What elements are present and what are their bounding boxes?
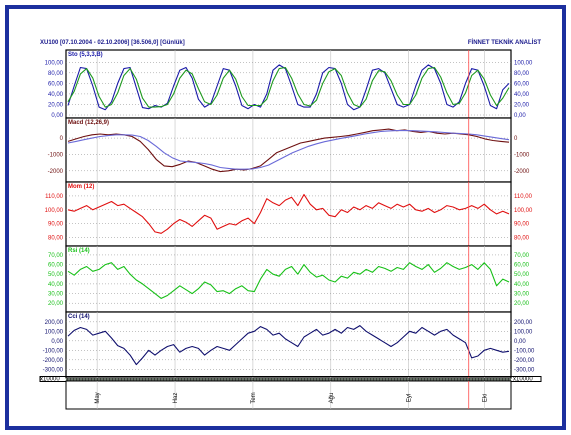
cci-panel: -300,00 -300,00 -200,00 -200,00 -100,00 -100,… xyxy=(43,311,535,379)
macd-panel: 0 0 -1000 -1000 -2000 -2000 Macd (12,26,9) xyxy=(48,117,530,183)
rsi-tick-label-left: 30,00 xyxy=(48,292,64,298)
rsi-panel-title: Rsi (14) xyxy=(68,248,90,254)
rsi-series-rsi xyxy=(67,262,510,299)
cci-tick-label-left: -100,00 xyxy=(43,348,64,354)
cci-tick-label-left: 100,00 xyxy=(45,329,64,335)
rsi-tick-label-right: 60,00 xyxy=(514,263,530,269)
x-month-label: Ağu xyxy=(329,393,335,404)
macd-tick-label-left: -1000 xyxy=(48,152,64,158)
rsi-tick-label-right: 40,00 xyxy=(514,282,530,288)
x-month-label: Eyl xyxy=(407,394,413,402)
mom-tick-label-right: 100,00 xyxy=(514,208,533,214)
cci-panel-title: Cci (14) xyxy=(68,314,90,320)
sto-panel-title: Sto (5,3,3,B) xyxy=(68,52,103,58)
macd-tick-label-left: 0 xyxy=(60,136,64,142)
cci-tick-label-left: -300,00 xyxy=(43,367,64,373)
x-month-label: Eki xyxy=(482,394,488,402)
mom-tick-label-left: 80,00 xyxy=(48,235,64,241)
rsi-tick-label-left: 20,00 xyxy=(48,301,64,307)
x-month-label: Haz xyxy=(173,393,179,404)
cci-tick-label-right: 0,00 xyxy=(514,339,526,345)
mom-panel: 80,00 80,00 90,00 90,00 100,00 100,00 110,00 11… xyxy=(45,181,533,247)
cci-tick-label-right: 200,00 xyxy=(514,320,533,326)
sto-tick-label-right: 40,00 xyxy=(514,92,530,98)
macd-series-macd xyxy=(67,128,510,173)
macd-tick-label-left: -2000 xyxy=(48,169,64,175)
macd-panel-title: Macd (12,26,9) xyxy=(68,120,109,126)
sto-tick-label-left: 60,00 xyxy=(48,81,64,87)
cci-tick-label-left: 200,00 xyxy=(45,320,64,326)
x-scale-label-right: x10000 xyxy=(513,377,533,383)
cci-tick-label-right: -300,00 xyxy=(514,367,535,373)
mom-tick-label-right: 90,00 xyxy=(514,222,530,228)
sto-tick-label-left: 0,00 xyxy=(51,113,63,119)
rsi-tick-label-right: 70,00 xyxy=(514,253,530,259)
chart-header-right: FİNNET TEKNİK ANALİST xyxy=(468,39,541,46)
cci-tick-label-left: -200,00 xyxy=(43,358,64,364)
rsi-tick-label-left: 50,00 xyxy=(48,272,64,278)
mom-tick-label-left: 90,00 xyxy=(48,222,64,228)
sto-tick-label-right: 0,00 xyxy=(514,113,526,119)
sto-series-d xyxy=(67,66,510,108)
x-scale-strip xyxy=(66,378,511,381)
sto-tick-label-left: 100,00 xyxy=(45,60,64,66)
macd-tick-label-right: 0 xyxy=(514,136,518,142)
rsi-tick-label-right: 50,00 xyxy=(514,272,530,278)
mom-tick-label-right: 80,00 xyxy=(514,235,530,241)
cci-tick-label-right: -100,00 xyxy=(514,348,535,354)
sto-tick-label-right: 60,00 xyxy=(514,81,530,87)
rsi-tick-label-left: 40,00 xyxy=(48,282,64,288)
sto-panel-frame xyxy=(65,49,512,119)
rsi-tick-label-right: 20,00 xyxy=(514,301,530,307)
macd-panel-frame xyxy=(65,117,512,183)
sto-tick-label-left: 40,00 xyxy=(48,92,64,98)
sto-tick-label-right: 100,00 xyxy=(514,60,533,66)
sto-panel: 0,00 0,00 20,00 20,00 40,00 40,00 60,00 60,00 80… xyxy=(45,49,533,119)
mom-tick-label-left: 110,00 xyxy=(45,194,64,200)
cci-tick-label-right: -200,00 xyxy=(514,358,535,364)
macd-tick-label-right: -2000 xyxy=(514,169,530,175)
sto-tick-label-left: 80,00 xyxy=(48,71,64,77)
x-scale-label-left: x10000 xyxy=(40,377,60,383)
sto-tick-label-right: 80,00 xyxy=(514,71,530,77)
mom-tick-label-left: 100,00 xyxy=(45,208,64,214)
x-month-label: Tem xyxy=(251,392,257,403)
date-axis-box xyxy=(65,380,512,410)
macd-series-signal xyxy=(67,130,510,170)
macd-tick-label-right: -1000 xyxy=(514,152,530,158)
cci-panel-frame xyxy=(65,311,512,379)
rsi-tick-label-left: 70,00 xyxy=(48,253,64,259)
chart-header-left: XU100 [07.10.2004 - 02.10.2006] [36.506,… xyxy=(40,40,185,46)
cci-series-cci xyxy=(67,325,510,366)
x-month-label: May xyxy=(95,392,101,403)
cci-tick-label-right: 100,00 xyxy=(514,329,533,335)
mom-series-mom xyxy=(67,193,510,234)
mom-panel-title: Mom (12) xyxy=(68,184,94,190)
indicator-panels: 0,00 0,00 20,00 20,00 40,00 40,00 60,00 60,00 80… xyxy=(43,49,535,379)
sto-tick-label-left: 20,00 xyxy=(48,102,64,108)
rsi-tick-label-right: 30,00 xyxy=(514,292,530,298)
sto-tick-label-right: 20,00 xyxy=(514,102,530,108)
rsi-panel-frame xyxy=(65,245,512,313)
x-axis: x10000 x10000 May Haz Tem Ağu Eyl Eki xyxy=(39,376,542,410)
rsi-panel: 20,00 20,00 30,00 30,00 40,00 40,00 50,00 50,00… xyxy=(48,245,530,313)
mom-tick-label-right: 110,00 xyxy=(514,194,533,200)
rsi-tick-label-left: 60,00 xyxy=(48,263,64,269)
sto-series-k xyxy=(67,64,510,111)
cci-tick-label-left: 0,00 xyxy=(51,339,63,345)
mom-panel-frame xyxy=(65,181,512,247)
